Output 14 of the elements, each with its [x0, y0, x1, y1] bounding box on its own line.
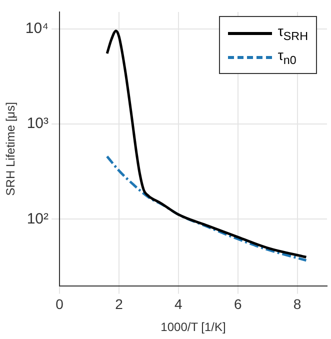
x-tick-label: 2	[115, 296, 124, 312]
x-tick-label: 4	[174, 296, 183, 312]
x-tick-label: 8	[293, 296, 302, 312]
y-tick-label: 10⁴	[25, 20, 49, 37]
legend-label: τ$_{SRH}$	[278, 23, 308, 43]
x-tick-label: 6	[234, 296, 242, 312]
y-tick-label: 10³	[26, 115, 49, 132]
legend-label: τ$_{n0}$	[278, 47, 296, 67]
line-series	[106, 155, 308, 262]
line-series	[106, 30, 308, 258]
x-axis-title: 1000/T [1/K]	[160, 320, 226, 334]
y-tick-label: 10²	[26, 210, 49, 228]
y-axis-title: SRH Lifetime [μs]	[4, 102, 18, 196]
x-tick-label: 0	[56, 296, 64, 312]
